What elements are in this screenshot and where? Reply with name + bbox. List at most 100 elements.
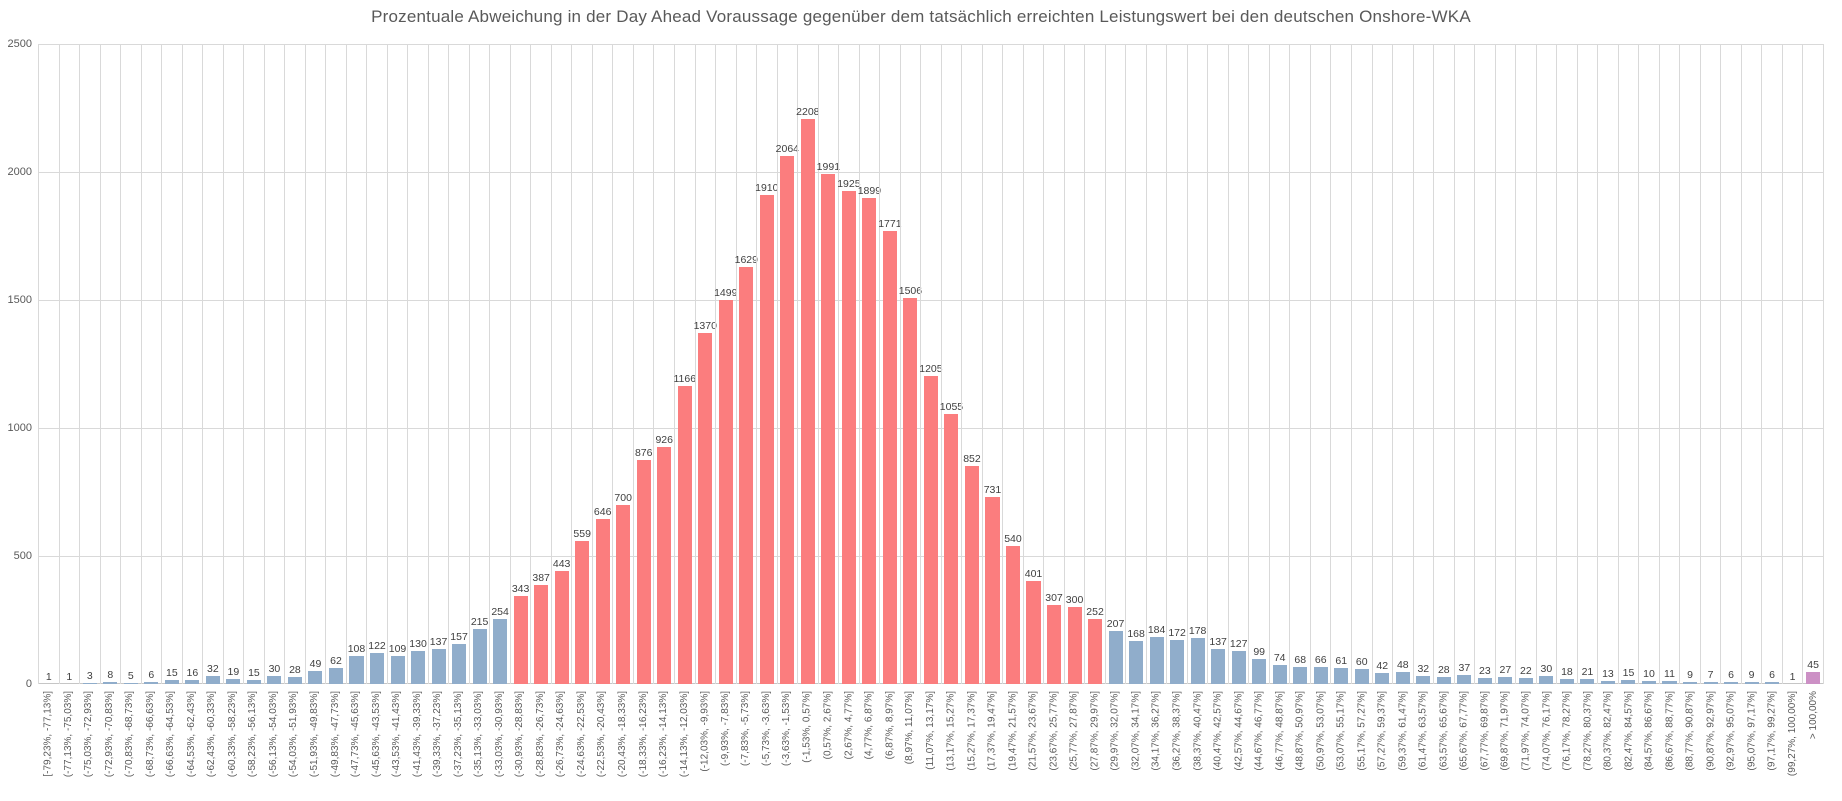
bar-column: 168 [1125, 44, 1146, 684]
x-axis-tick-cell: (69,87%, 71,97%] [1496, 689, 1517, 799]
bar-column: 1 [58, 44, 80, 684]
x-axis-tick-cell: (-12,03%, -9,93%] [695, 689, 716, 799]
x-axis-tick-label: (21,57%, 23,67%] [1027, 691, 1039, 771]
bar-value-label: 9 [1687, 668, 1693, 681]
bar-value-label: 157 [450, 630, 468, 643]
bar [1088, 619, 1103, 684]
x-axis-tick-cell: (2,67%, 4,77%] [839, 689, 860, 799]
x-axis-tick-label: (17,37%, 19,47%] [986, 691, 998, 771]
bar-column: 45 [1802, 44, 1824, 684]
bar-column: 1991 [817, 44, 840, 684]
bar-column: 37 [1453, 44, 1475, 684]
x-axis-tick-label: (-49,83%, -47,73%] [329, 691, 341, 778]
bar-value-label: 1506 [898, 284, 923, 297]
x-axis-tick-cell: (46,77%, 48,87%] [1270, 689, 1291, 799]
x-axis-tick-cell: (-68,73%, -66,63%] [141, 689, 162, 799]
bar-value-label: 68 [1294, 653, 1307, 666]
bar-value-label: 6 [1728, 668, 1734, 681]
x-axis-tick-cell: (82,47%, 84,57%] [1619, 689, 1640, 799]
x-axis-tick-cell: (-58,23%, -56,13%] [243, 689, 264, 799]
bar [1600, 681, 1615, 684]
x-axis-tick-label: (-5,73%, -3,63%] [760, 691, 772, 767]
bar-column: 1499 [714, 44, 737, 684]
x-axis-tick-label: (63,57%, 65,67%] [1438, 691, 1450, 771]
x-axis-tick-cell: (11,07%, 13,17%] [921, 689, 942, 799]
x-axis-tick-label: (40,47%, 42,57%] [1212, 691, 1224, 771]
x-axis-tick-cell: (-77,13%, -75,03%] [59, 689, 80, 799]
bar [246, 680, 261, 684]
x-axis-tick-cell: (-3,63%, -1,53%] [777, 689, 798, 799]
bar-column: 1506 [898, 44, 923, 684]
x-axis-tick-label: (84,57%, 86,67%] [1643, 691, 1655, 771]
y-axis-tick-label: 1000 [7, 422, 32, 434]
bar [554, 571, 569, 684]
x-axis-tick-label: (92,97%, 95,07%] [1725, 691, 1737, 771]
bar-column: 1629 [735, 44, 758, 684]
bar [1682, 682, 1698, 684]
x-axis-tick-cell: (-9,93%, -7,83%] [716, 689, 737, 799]
bar-value-label: 60 [1355, 655, 1368, 668]
x-axis-tick-cell: (40,47%, 42,57%] [1208, 689, 1229, 799]
y-axis-tick-label: 2000 [7, 166, 32, 178]
bar-value-label: 42 [1376, 659, 1389, 672]
x-axis-tick-label: (76,17%, 78,27%] [1561, 691, 1573, 771]
bar [1477, 678, 1492, 684]
bar-value-label: 1910 [755, 181, 779, 194]
x-axis-tick-cell: (76,17%, 78,27%] [1557, 689, 1578, 799]
bar-column: 1899 [858, 44, 881, 684]
bar [1641, 681, 1656, 684]
bar-value-label: 28 [1437, 663, 1450, 676]
bar [677, 386, 692, 684]
x-axis-tick-label: (71,97%, 74,07%] [1520, 691, 1532, 771]
bar [328, 668, 343, 684]
x-axis-tick-label: [-79,23%, -77,13%] [42, 691, 54, 777]
x-axis-tick-label: (4,77%, 6,87%] [863, 691, 875, 760]
bar-value-label: 15 [166, 666, 178, 679]
x-axis-tick-cell: (88,77%, 90,87%] [1681, 689, 1702, 799]
x-axis-tick-label: (-30,93%, -28,83%] [514, 691, 526, 778]
x-axis-tick-label: (53,07%, 55,17%] [1335, 691, 1347, 771]
bar-column: 646 [591, 44, 613, 684]
bar-column: 731 [981, 44, 1003, 684]
x-axis-tick-cell: (-54,03%, -51,93%] [284, 689, 305, 799]
bar [698, 333, 713, 684]
bar [616, 505, 631, 684]
bar-value-label: 61 [1335, 654, 1348, 667]
bar [411, 651, 426, 684]
x-axis-tick-label: (36,27%, 38,37%] [1171, 691, 1183, 771]
x-axis-tick-cell: (74,07%, 76,17%] [1537, 689, 1558, 799]
bar-value-label: 137 [429, 635, 448, 648]
x-axis-tick-label: (97,17%, 99,27%] [1766, 691, 1778, 771]
x-axis-tick-cell: (44,67%, 46,77%] [1249, 689, 1270, 799]
x-axis-tick-cell: (8,97%, 11,07%] [900, 689, 921, 799]
x-axis-tick-label: (69,87%, 71,97%] [1499, 691, 1511, 771]
x-axis-tick-label: (-9,93%, -7,83%] [719, 691, 731, 767]
x-axis-tick-labels: [-79,23%, -77,13%] (-77,13%, -75,03%] (-75… [38, 689, 1824, 799]
bar [267, 676, 282, 684]
bar-value-label: 130 [409, 637, 427, 650]
bar [862, 198, 877, 684]
bar-column: 137 [427, 44, 449, 684]
bar-value-label: 48 [1396, 658, 1409, 671]
bar-column: 32 [202, 44, 223, 684]
x-axis-tick-cell: (78,27%, 80,37%] [1578, 689, 1599, 799]
bar [1026, 581, 1041, 684]
x-axis-tick-cell: (99,27%, 100,00%] [1783, 689, 1804, 799]
bar-column: 443 [550, 44, 572, 684]
bar-column: 108 [345, 44, 367, 684]
x-axis-tick-cell: (15,27%, 17,37%] [962, 689, 983, 799]
bar [1703, 682, 1718, 684]
x-axis-tick-cell: (-56,13%, -54,03%] [264, 689, 285, 799]
bar-value-label: 1166 [673, 372, 697, 385]
x-axis-tick-label: (15,27%, 17,37%] [966, 691, 978, 771]
bar-value-label: 2064 [775, 142, 799, 155]
bar-columns: 1 1 3 8 5 6 15 16 32 19 15 30 28 49 62 108 122 109 130 137 1… [38, 44, 1824, 684]
bar-value-label: 27 [1499, 663, 1512, 676]
bar [739, 267, 754, 684]
bar-value-label: 1771 [878, 217, 902, 230]
bar-column: 27 [1494, 44, 1516, 684]
bar [944, 414, 959, 684]
x-axis-tick-cell: (-5,73%, -3,63%] [757, 689, 778, 799]
x-axis-tick-cell: (-43,53%, -41,43%] [387, 689, 408, 799]
bar-value-label: 7 [1707, 668, 1714, 681]
